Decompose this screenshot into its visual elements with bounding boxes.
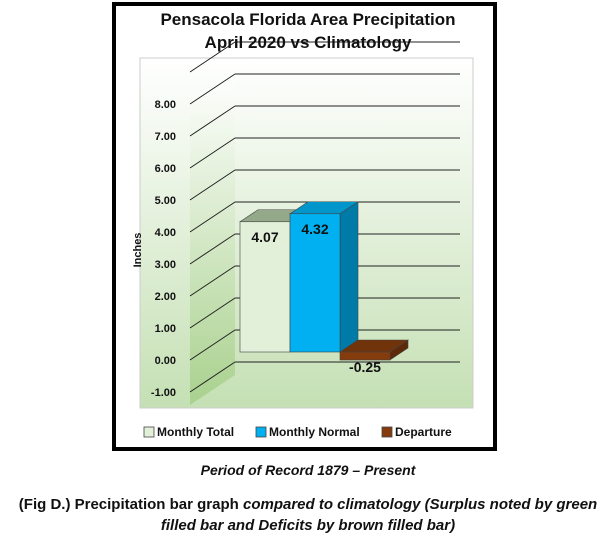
bar-front bbox=[239, 221, 291, 353]
y-tick-label: 5.00 bbox=[155, 195, 176, 207]
gridline-depth bbox=[189, 41, 236, 73]
legend-swatch bbox=[381, 426, 393, 438]
bar-side bbox=[339, 201, 359, 353]
gridline-depth bbox=[189, 329, 236, 361]
chart-title-line1: Pensacola Florida Area Precipitation bbox=[160, 10, 456, 29]
gridline-depth bbox=[189, 201, 236, 233]
y-tick-label: -1.00 bbox=[151, 387, 176, 399]
legend-label: Monthly Total bbox=[157, 425, 234, 439]
legend-swatch bbox=[143, 426, 155, 438]
y-tick-label: 7.00 bbox=[155, 131, 176, 143]
y-axis-ticks: 8.00 7.00 6.00 5.00 4.00 3.00 2.00 1.00 0.00 -1.0… bbox=[151, 99, 176, 399]
bar-front bbox=[289, 213, 341, 353]
gridline-depth bbox=[189, 233, 236, 265]
y-tick-label: 3.00 bbox=[155, 259, 176, 271]
data-label: 4.32 bbox=[301, 221, 328, 237]
legend-item: Departure bbox=[381, 425, 452, 439]
data-label: 4.07 bbox=[251, 229, 278, 245]
gridline-depth bbox=[189, 73, 236, 105]
y-tick-label: 2.00 bbox=[155, 291, 176, 303]
bar-departure: -0.25 bbox=[339, 339, 409, 375]
side-wall bbox=[190, 73, 235, 405]
legend-label: Departure bbox=[395, 425, 452, 439]
gridline-depth bbox=[189, 137, 236, 169]
gridline-depth bbox=[189, 297, 236, 329]
y-tick-label: 0.00 bbox=[155, 355, 176, 367]
bar-front bbox=[339, 351, 391, 361]
legend: Monthly Total Monthly Normal Departure bbox=[143, 425, 452, 439]
caption-figure-bold: (Fig D.) Precipitation bar graph bbox=[18, 496, 243, 513]
caption-figure: (Fig D.) Precipitation bar graph compare… bbox=[0, 494, 616, 536]
legend-item: Monthly Normal bbox=[255, 425, 360, 439]
data-label: -0.25 bbox=[349, 359, 381, 375]
legend-label: Monthly Normal bbox=[269, 425, 360, 439]
legend-item: Monthly Total bbox=[143, 425, 234, 439]
bar-monthly-normal: 4.32 bbox=[289, 201, 359, 353]
caption-period: Period of Record 1879 – Present bbox=[200, 462, 416, 478]
gridline-depth bbox=[189, 169, 236, 201]
y-tick-label: 1.00 bbox=[155, 323, 176, 335]
legend-swatch bbox=[255, 426, 267, 438]
y-tick-label: 6.00 bbox=[155, 163, 176, 175]
y-axis-label: Inches bbox=[132, 233, 144, 268]
bars: 4.07 4.32 -0.25 bbox=[239, 201, 409, 375]
caption-figure-italic: compared to climatology (Surplus noted b… bbox=[160, 496, 598, 534]
y-tick-label: 8.00 bbox=[155, 99, 176, 111]
y-tick-label: 4.00 bbox=[155, 227, 176, 239]
gridline-depth bbox=[189, 265, 236, 297]
gridline-depth bbox=[189, 361, 236, 393]
gridline-depth bbox=[189, 105, 236, 137]
chart-title-line2: April 2020 vs Climatology bbox=[204, 33, 412, 52]
